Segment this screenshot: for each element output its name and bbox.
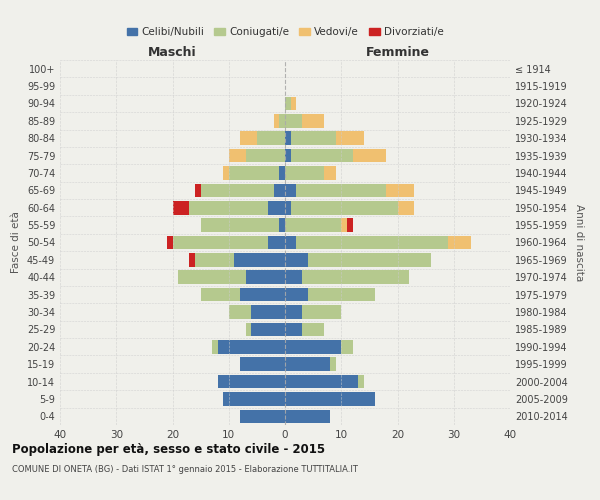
Bar	[347, 218, 353, 232]
Bar	[285, 132, 290, 145]
Bar	[325, 166, 335, 180]
Bar	[285, 340, 341, 353]
Bar	[335, 132, 364, 145]
Text: COMUNE DI ONETA (BG) - Dati ISTAT 1° gennaio 2015 - Elaborazione TUTTITALIA.IT: COMUNE DI ONETA (BG) - Dati ISTAT 1° gen…	[12, 466, 358, 474]
Legend: Celibi/Nubili, Coniugati/e, Vedovi/e, Divorziati/e: Celibi/Nubili, Coniugati/e, Vedovi/e, Di…	[122, 23, 448, 42]
Bar	[290, 201, 398, 214]
Bar	[200, 288, 240, 302]
Bar	[245, 149, 285, 162]
Bar	[190, 253, 195, 266]
Bar	[285, 375, 358, 388]
Bar	[235, 253, 285, 266]
Bar	[200, 218, 280, 232]
Bar	[353, 149, 386, 162]
Bar	[302, 322, 325, 336]
Bar	[296, 184, 386, 197]
Bar	[285, 218, 341, 232]
Bar	[285, 114, 302, 128]
Bar	[341, 340, 353, 353]
Bar	[302, 305, 341, 319]
Bar	[285, 270, 302, 284]
Bar	[257, 132, 285, 145]
Text: Femmine: Femmine	[365, 46, 430, 59]
Bar	[285, 236, 296, 250]
Bar	[240, 358, 285, 371]
Bar	[274, 114, 280, 128]
Bar	[229, 166, 280, 180]
Bar	[302, 114, 325, 128]
Bar	[290, 149, 353, 162]
Bar	[212, 340, 218, 353]
Bar	[240, 288, 285, 302]
Bar	[290, 96, 296, 110]
Bar	[251, 305, 285, 319]
Text: Popolazione per età, sesso e stato civile - 2015: Popolazione per età, sesso e stato civil…	[12, 442, 325, 456]
Bar	[358, 375, 364, 388]
Bar	[285, 184, 296, 197]
Bar	[285, 322, 302, 336]
Bar	[200, 184, 274, 197]
Bar	[285, 410, 330, 423]
Bar	[268, 201, 285, 214]
Bar	[173, 236, 268, 250]
Bar	[285, 358, 330, 371]
Bar	[195, 184, 200, 197]
Bar	[167, 236, 173, 250]
Bar	[398, 201, 415, 214]
Bar	[280, 218, 285, 232]
Bar	[245, 322, 251, 336]
Y-axis label: Fasce di età: Fasce di età	[11, 212, 21, 274]
Bar	[330, 358, 335, 371]
Bar	[245, 270, 285, 284]
Bar	[448, 236, 470, 250]
Bar	[240, 410, 285, 423]
Bar	[386, 184, 415, 197]
Bar	[285, 392, 375, 406]
Bar	[268, 236, 285, 250]
Bar	[285, 96, 290, 110]
Bar	[229, 149, 245, 162]
Bar	[285, 201, 290, 214]
Bar	[280, 114, 285, 128]
Bar	[308, 288, 375, 302]
Text: Maschi: Maschi	[148, 46, 197, 59]
Bar	[195, 253, 235, 266]
Bar	[223, 392, 285, 406]
Bar	[274, 184, 285, 197]
Bar	[302, 270, 409, 284]
Bar	[308, 253, 431, 266]
Bar	[251, 322, 285, 336]
Bar	[296, 236, 448, 250]
Bar	[218, 340, 285, 353]
Bar	[178, 270, 245, 284]
Bar	[341, 218, 347, 232]
Bar	[223, 166, 229, 180]
Bar	[285, 288, 308, 302]
Bar	[280, 166, 285, 180]
Bar	[285, 166, 325, 180]
Y-axis label: Anni di nascita: Anni di nascita	[574, 204, 584, 281]
Bar	[285, 149, 290, 162]
Bar	[229, 305, 251, 319]
Bar	[285, 253, 308, 266]
Bar	[190, 201, 268, 214]
Bar	[290, 132, 335, 145]
Bar	[173, 201, 190, 214]
Bar	[240, 132, 257, 145]
Bar	[218, 375, 285, 388]
Bar	[285, 305, 302, 319]
